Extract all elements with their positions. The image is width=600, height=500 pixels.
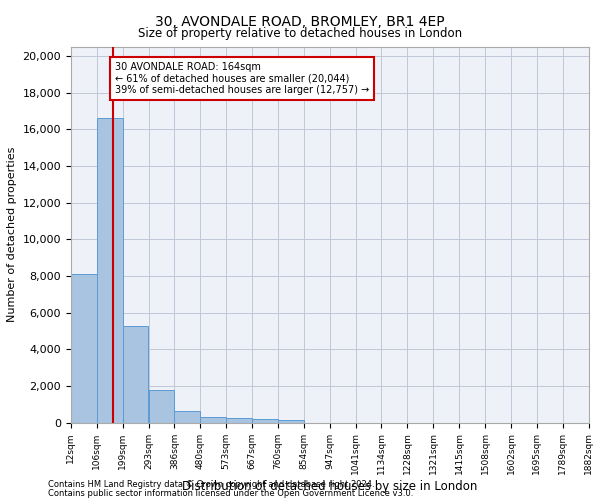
Bar <box>97 118 122 422</box>
Bar <box>175 410 200 422</box>
Text: Contains public sector information licensed under the Open Government Licence v3: Contains public sector information licen… <box>48 488 413 498</box>
Bar <box>71 274 97 422</box>
Text: Size of property relative to detached houses in London: Size of property relative to detached ho… <box>138 28 462 40</box>
Bar <box>278 420 304 422</box>
Bar <box>200 416 226 422</box>
Text: 30 AVONDALE ROAD: 164sqm
← 61% of detached houses are smaller (20,044)
39% of se: 30 AVONDALE ROAD: 164sqm ← 61% of detach… <box>115 62 370 95</box>
Bar <box>252 419 278 422</box>
Bar <box>226 418 252 422</box>
Text: Contains HM Land Registry data © Crown copyright and database right 2024.: Contains HM Land Registry data © Crown c… <box>48 480 374 489</box>
Y-axis label: Number of detached properties: Number of detached properties <box>7 147 17 322</box>
X-axis label: Distribution of detached houses by size in London: Distribution of detached houses by size … <box>182 480 478 493</box>
Text: 30, AVONDALE ROAD, BROMLEY, BR1 4EP: 30, AVONDALE ROAD, BROMLEY, BR1 4EP <box>155 15 445 29</box>
Bar <box>122 326 148 422</box>
Bar <box>149 390 175 422</box>
